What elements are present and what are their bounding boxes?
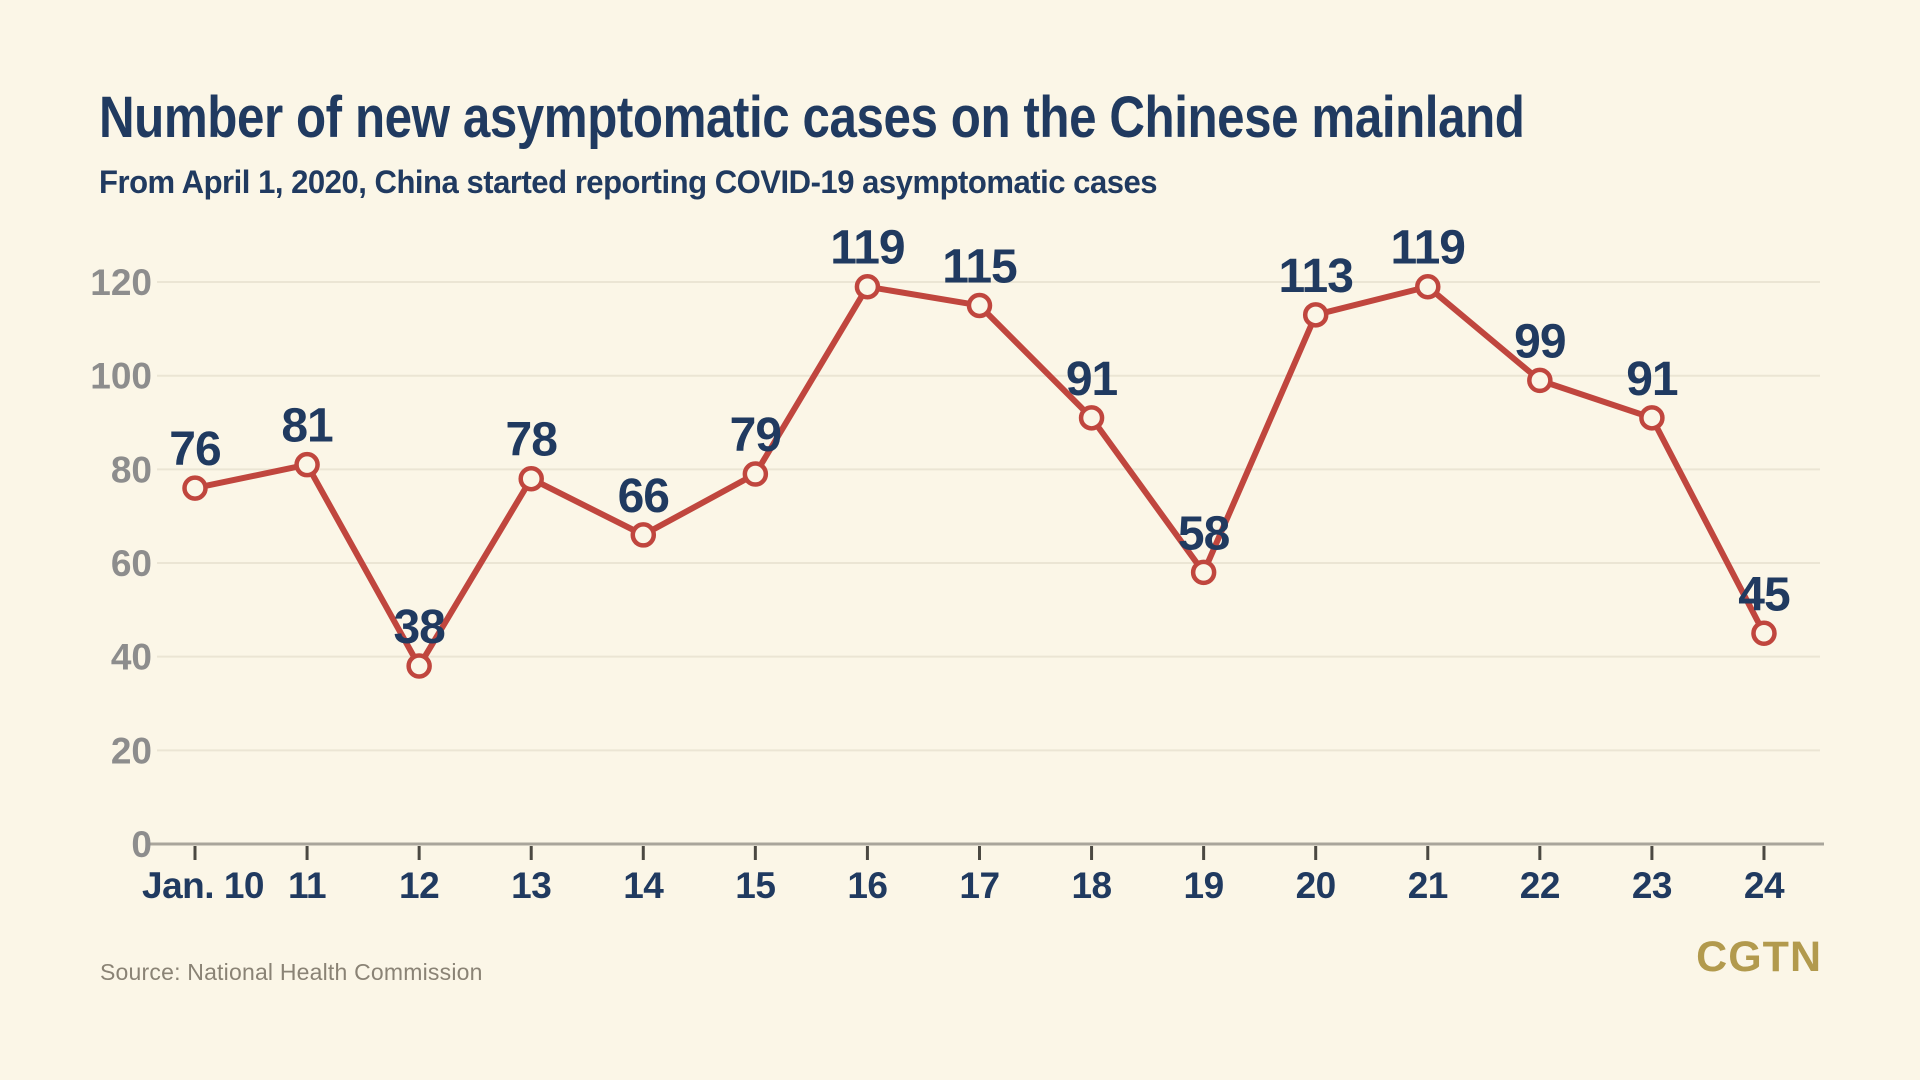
data-point-label: 119 [830, 222, 904, 275]
x-axis-tick-label: 11 [288, 865, 326, 906]
y-axis-tick-label: 120 [90, 262, 152, 303]
y-axis-tick-label: 20 [111, 730, 152, 771]
x-axis-tick-label: 13 [511, 865, 551, 906]
data-point-label: 66 [618, 470, 669, 523]
data-point-label: 81 [281, 400, 333, 453]
x-axis-tick-label: 22 [1520, 865, 1560, 906]
chart-subtitle: From April 1, 2020, China started report… [99, 164, 1158, 200]
y-axis-tick-label: 80 [111, 449, 152, 490]
data-point-marker [1190, 559, 1217, 586]
data-point-marker [630, 522, 657, 548]
data-point-label: 115 [942, 240, 1017, 293]
data-point-label: 79 [730, 409, 781, 462]
data-point-marker [742, 461, 769, 487]
data-point-label: 119 [1391, 222, 1465, 275]
data-point-marker [1415, 273, 1441, 300]
x-axis-tick-label: 23 [1632, 865, 1672, 906]
data-point-marker [1078, 405, 1105, 431]
data-point-label: 91 [1626, 353, 1678, 406]
data-point-marker [294, 451, 320, 478]
y-axis-tick-label: 100 [90, 356, 152, 397]
data-point-marker [854, 273, 881, 300]
y-axis-tick-label: 60 [111, 543, 152, 584]
data-point-marker [1751, 620, 1777, 647]
data-point-label: 113 [1278, 250, 1352, 303]
data-point-marker [1302, 302, 1329, 328]
data-point-label: 78 [506, 414, 558, 467]
data-point-marker [1639, 405, 1665, 431]
source-note: Source: National Health Commission [100, 959, 483, 985]
x-axis-tick-label: Jan. 10 [142, 865, 264, 906]
data-point-marker [406, 653, 432, 679]
x-axis-tick-label: 18 [1071, 865, 1111, 906]
data-point-label: 45 [1738, 568, 1790, 621]
x-axis-tick-label: 15 [735, 865, 775, 906]
y-axis-tick-label: 40 [111, 637, 152, 678]
y-axis-tick-label: 0 [131, 824, 152, 865]
chart-title: Number of new asymptomatic cases on the … [99, 85, 1525, 150]
x-axis-tick-label: 17 [959, 865, 999, 906]
data-point-label: 76 [169, 423, 220, 476]
cgtn-logo: CGTN [1696, 933, 1822, 981]
x-axis-tick-label: 12 [399, 865, 439, 906]
x-axis-tick-label: 19 [1184, 865, 1224, 906]
data-point-label: 99 [1514, 315, 1565, 368]
data-point-marker [1527, 367, 1553, 394]
x-axis-tick-label: 16 [847, 865, 887, 906]
data-point-label: 58 [1178, 507, 1230, 560]
data-point-marker [966, 292, 993, 319]
data-point-label: 38 [393, 601, 445, 654]
x-axis-tick-label: 24 [1744, 865, 1785, 906]
data-point-marker [182, 475, 208, 501]
x-axis-tick-label: 21 [1408, 865, 1448, 906]
x-axis-tick-label: 14 [623, 865, 664, 906]
x-axis-tick-label: 20 [1296, 865, 1336, 906]
data-point-marker [518, 465, 544, 492]
data-point-label: 91 [1066, 353, 1118, 406]
